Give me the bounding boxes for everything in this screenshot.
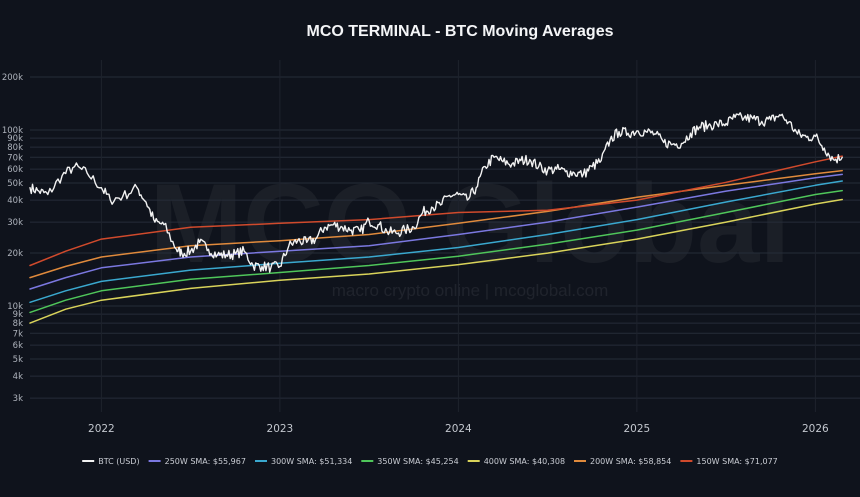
series-line-150w-sma bbox=[29, 155, 843, 267]
y-tick-label: 7k bbox=[13, 329, 23, 339]
x-tick-label: 2023 bbox=[267, 423, 294, 435]
series-line-400w-sma bbox=[29, 198, 843, 324]
legend-item[interactable]: 300W SMA: $51,334 bbox=[255, 457, 352, 466]
y-tick-label: 60k bbox=[7, 165, 23, 175]
legend-item[interactable]: 200W SMA: $58,854 bbox=[574, 457, 671, 466]
y-tick-label: 30k bbox=[7, 218, 23, 228]
y-tick-label: 100k bbox=[2, 126, 23, 136]
y-tick-label: 5k bbox=[13, 355, 23, 365]
x-tick-label: 2024 bbox=[445, 423, 472, 435]
legend-item[interactable]: 400W SMA: $40,308 bbox=[467, 457, 565, 466]
y-tick-label: 50k bbox=[7, 179, 23, 189]
y-tick-label: 20k bbox=[7, 249, 23, 259]
legend-label: 350W SMA: $45,254 bbox=[377, 457, 458, 466]
series-line-btc-usd bbox=[29, 112, 843, 273]
x-tick-label: 2026 bbox=[802, 423, 829, 435]
gridlines bbox=[30, 60, 860, 412]
legend-item[interactable]: 150W SMA: $71,077 bbox=[680, 457, 778, 466]
legend-label: 400W SMA: $40,308 bbox=[484, 457, 565, 466]
y-tick-label: 40k bbox=[7, 196, 23, 206]
y-tick-label: 10k bbox=[7, 302, 23, 312]
legend-item[interactable]: BTC (USD) bbox=[82, 457, 140, 466]
legend-item[interactable]: 350W SMA: $45,254 bbox=[361, 457, 459, 466]
watermark-sub-text: macro crypto online | mcoglobal.com bbox=[332, 281, 609, 300]
x-tick-label: 2025 bbox=[624, 423, 651, 435]
y-tick-label: 70k bbox=[7, 153, 23, 163]
y-tick-label: 90k bbox=[7, 134, 23, 144]
legend-label: 150W SMA: $71,077 bbox=[696, 457, 777, 466]
legend-label: 250W SMA: $55,967 bbox=[165, 457, 246, 466]
chart-title: MCO TERMINAL - BTC Moving Averages bbox=[307, 23, 614, 40]
series-layer bbox=[29, 112, 843, 324]
series-line-300w-sma bbox=[29, 180, 843, 304]
legend-label: BTC (USD) bbox=[98, 457, 139, 466]
legend-label: 200W SMA: $58,854 bbox=[590, 457, 671, 466]
y-tick-label: 6k bbox=[13, 341, 23, 351]
x-tick-label: 2022 bbox=[88, 423, 115, 435]
y-tick-label: 9k bbox=[13, 310, 23, 320]
series-line-350w-sma bbox=[29, 189, 843, 314]
watermark: MCO Global macro crypto online | mcoglob… bbox=[150, 161, 791, 300]
y-tick-label: 4k bbox=[13, 372, 23, 382]
y-tick-label: 200k bbox=[2, 73, 23, 83]
legend-label: 300W SMA: $51,334 bbox=[271, 457, 352, 466]
x-axis-tick-labels: 2022 2023 2024 2025 2026 bbox=[88, 423, 829, 435]
y-tick-label: 8k bbox=[13, 319, 23, 329]
y-tick-label: 80k bbox=[7, 143, 23, 153]
series-line-200w-sma bbox=[29, 169, 843, 279]
series-line-250w-sma bbox=[29, 173, 843, 290]
y-tick-label: 3k bbox=[13, 394, 23, 404]
watermark-main-text: MCO Global bbox=[150, 161, 791, 286]
legend: BTC (USD) 250W SMA: $55,967 300W SMA: $51,… bbox=[82, 457, 778, 466]
legend-item[interactable]: 250W SMA: $55,967 bbox=[148, 457, 246, 466]
